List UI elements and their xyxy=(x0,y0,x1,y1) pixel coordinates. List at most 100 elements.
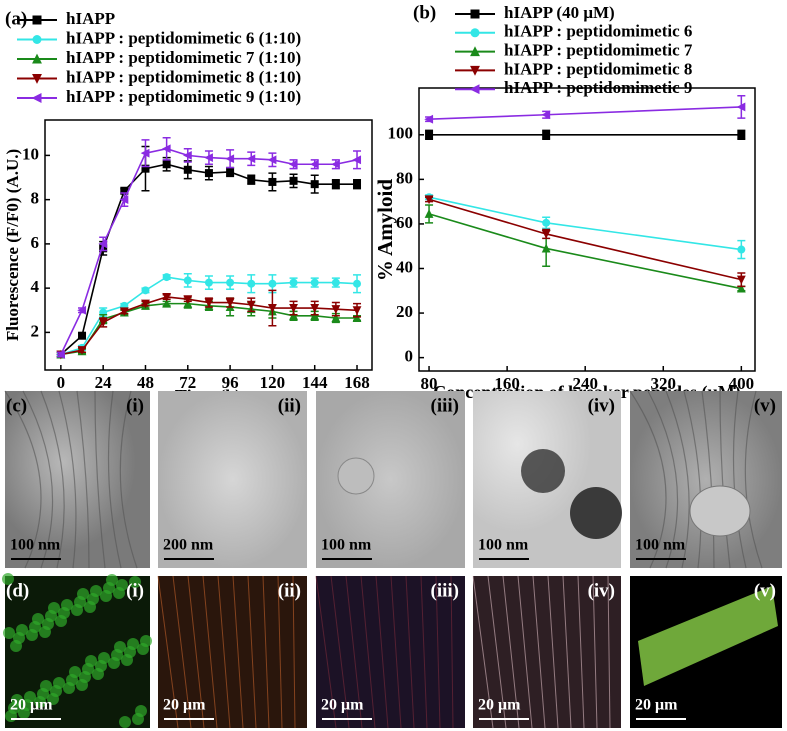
x-tick-label: 320 xyxy=(651,374,677,393)
y-tick-label: 6 xyxy=(31,233,40,252)
fibril xyxy=(40,390,65,569)
image-panel: (iii) 100 nm xyxy=(316,391,465,568)
image-panel: (ii) 20 μm xyxy=(157,575,307,729)
band xyxy=(638,586,778,686)
marker xyxy=(331,278,340,287)
fiber xyxy=(172,575,192,729)
legend-marker xyxy=(32,35,42,44)
x-tick-label: 24 xyxy=(95,373,113,392)
marker xyxy=(541,229,551,239)
marker xyxy=(288,159,298,169)
image xyxy=(158,391,307,568)
fiber xyxy=(217,575,231,729)
series-line xyxy=(428,196,742,251)
fibril xyxy=(719,390,731,569)
fiber xyxy=(592,575,598,729)
fiber xyxy=(547,575,559,729)
legend-marker xyxy=(470,46,480,57)
panel-label: (b) xyxy=(413,2,436,23)
marker xyxy=(246,154,256,164)
y-axis-title: Fluorescence (F/F0) (A.U.) xyxy=(3,149,22,341)
fiber xyxy=(247,575,257,729)
marker xyxy=(246,300,256,310)
y-axis-title: % Amyloid xyxy=(373,179,397,281)
y-tick-label: 60 xyxy=(396,213,413,232)
speckle xyxy=(140,635,152,647)
image xyxy=(316,576,465,728)
fiber xyxy=(532,575,546,729)
scale-label: 20 μm xyxy=(635,697,678,714)
image-panel: (iv) 100 nm xyxy=(473,391,622,568)
blob xyxy=(570,487,622,539)
x-tick-label: 72 xyxy=(179,373,196,392)
image-tag: (i) xyxy=(126,580,144,601)
scale-label: 100 nm xyxy=(478,537,529,554)
marker xyxy=(353,279,362,288)
fiber xyxy=(375,575,389,729)
legend-label: hIAPP : peptidomimetic 9 xyxy=(504,78,692,97)
scale-label: 200 nm xyxy=(163,537,214,554)
speckle xyxy=(11,694,23,706)
marker xyxy=(247,279,256,288)
fiber xyxy=(262,575,270,729)
fiber xyxy=(202,575,218,729)
x-tick-label: 400 xyxy=(729,374,755,393)
marker xyxy=(352,306,362,316)
fibril xyxy=(94,390,106,569)
image xyxy=(158,576,307,728)
fibril xyxy=(665,390,690,569)
image-tag: (v) xyxy=(754,395,776,416)
speckle xyxy=(119,716,131,728)
fiber xyxy=(577,575,585,729)
plot-frame xyxy=(418,87,756,372)
marker xyxy=(353,180,362,189)
fibril xyxy=(732,390,747,569)
speckle xyxy=(135,705,147,717)
series-line xyxy=(428,213,742,290)
marker xyxy=(141,286,150,295)
fibril xyxy=(76,390,90,569)
marker xyxy=(140,148,150,158)
y-tick-label: 4 xyxy=(31,277,40,296)
fiber xyxy=(157,575,179,729)
marker xyxy=(289,304,298,313)
marker xyxy=(247,175,256,184)
marker xyxy=(289,176,298,185)
image-panel: (v) 100 nm xyxy=(629,390,782,569)
marker xyxy=(736,283,746,293)
marker xyxy=(424,209,434,218)
marker xyxy=(268,177,277,186)
marker xyxy=(310,278,319,287)
marker xyxy=(56,350,65,359)
marker xyxy=(425,130,434,139)
marker xyxy=(161,144,171,154)
speckle xyxy=(116,579,128,591)
fiber xyxy=(390,575,402,729)
fiber xyxy=(450,575,454,729)
marker xyxy=(183,276,192,285)
marker xyxy=(736,102,746,112)
marker xyxy=(162,298,172,308)
legend-label: hIAPP : peptidomimetic 6 (1:10) xyxy=(66,28,301,47)
marker xyxy=(542,130,551,139)
fiber xyxy=(487,575,507,729)
speckle xyxy=(2,573,14,585)
x-tick-label: 0 xyxy=(57,373,66,392)
x-tick-label: 96 xyxy=(222,373,239,392)
panel-label: (a) xyxy=(5,8,27,29)
marker xyxy=(310,304,320,313)
fibril xyxy=(683,390,702,569)
image-tag: (v) xyxy=(754,580,776,601)
speckle xyxy=(32,613,44,625)
y-tick-label: 40 xyxy=(396,257,413,276)
fiber xyxy=(315,575,337,729)
marker xyxy=(331,180,340,189)
image-tag: (ii) xyxy=(278,580,301,601)
image-panel: (ii) 200 nm xyxy=(158,391,307,568)
series-line xyxy=(429,106,742,120)
legend-label: hIAPP : peptidomimetic 7 xyxy=(504,41,693,60)
plot-frame xyxy=(44,119,373,371)
scale-label: 100 nm xyxy=(10,537,61,554)
marker xyxy=(309,159,319,169)
